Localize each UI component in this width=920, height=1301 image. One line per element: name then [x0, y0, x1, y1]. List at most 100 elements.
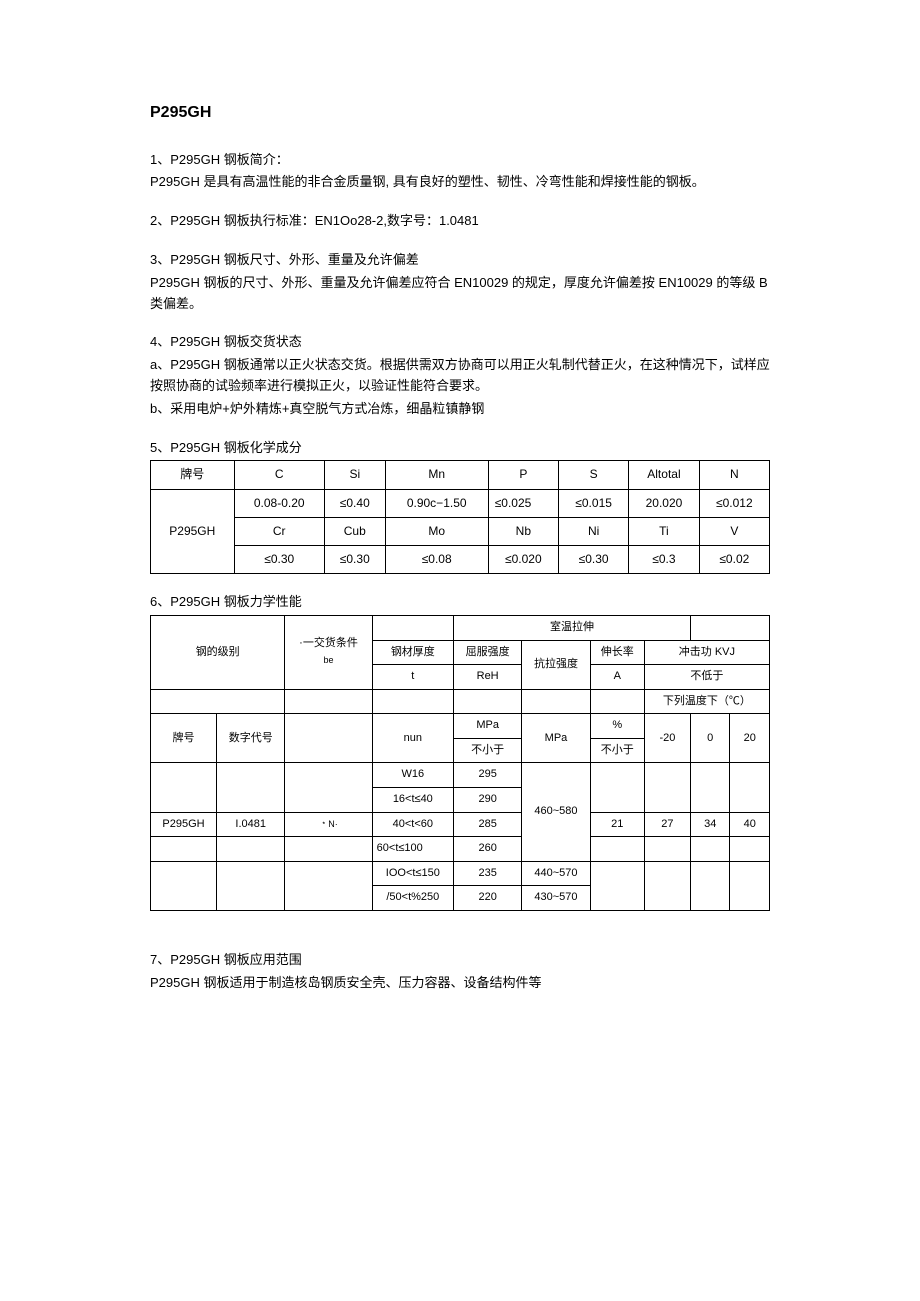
mech-reh-val: 285	[453, 812, 521, 837]
mech-cell	[644, 763, 690, 812]
section5-heading: 5、P295GH 钢板化学成分	[150, 438, 770, 459]
mech-cell	[372, 689, 453, 714]
section1-heading: 1、P295GH 钢板简介：	[150, 150, 770, 171]
mech-brand-val: P295GH	[151, 812, 217, 837]
mech-elongation: 伸长率	[590, 640, 644, 665]
mech-cell	[217, 861, 285, 910]
mech-reh-val: 235	[453, 861, 521, 886]
section-dimensions: 3、P295GH 钢板尺寸、外形、重量及允许偏差 P295GH 钢板的尺寸、外形…	[150, 250, 770, 314]
chem-header: P	[488, 461, 558, 489]
mech-nun: nun	[372, 714, 453, 763]
mech-tensile: 抗拉强度	[522, 640, 590, 689]
chem-header: Altotal	[629, 461, 699, 489]
mech-cell	[453, 689, 521, 714]
chem-header: 牌号	[151, 461, 235, 489]
mech-cell	[644, 861, 690, 910]
chem-sub-header: V	[699, 517, 769, 545]
mech-reh-val: 290	[453, 788, 521, 813]
mech-thick: /50<t%250	[372, 886, 453, 911]
chem-header: Si	[324, 461, 385, 489]
chem-cell: ≤0.30	[324, 545, 385, 573]
chem-cell: ≤0.3	[629, 545, 699, 573]
mech-thick: 16<t≤40	[372, 788, 453, 813]
chem-cell: 0.08-0.20	[234, 489, 324, 517]
mech-delivery: ·一交货条件 be	[285, 615, 372, 689]
mech-a: A	[590, 665, 644, 690]
mech-thick: IOO<t≤150	[372, 861, 453, 886]
mech-thick: 60<t≤100	[372, 837, 453, 862]
section3-heading: 3、P295GH 钢板尺寸、外形、重量及允许偏差	[150, 250, 770, 271]
section-mechanical: 6、P295GH 钢板力学性能 钢的级别 ·一交货条件 be 室温拉伸 钢材厚度…	[150, 592, 770, 911]
table-row: ≤0.30 ≤0.30 ≤0.08 ≤0.020 ≤0.30 ≤0.3 ≤0.0…	[151, 545, 770, 573]
chem-cell: ≤0.025	[488, 489, 558, 517]
mech-reh-val: 260	[453, 837, 521, 862]
table-row: Cr Cub Mo Nb Ni Ti V	[151, 517, 770, 545]
mech-numcode-val: I.0481	[217, 812, 285, 837]
mech-percent: %	[590, 714, 644, 739]
mech-cell	[691, 837, 730, 862]
section4-heading: 4、P295GH 钢板交货状态	[150, 332, 770, 353]
mech-thick: W16	[372, 763, 453, 788]
table-row: IOO<t≤150 235 440~570	[151, 861, 770, 886]
mech-cell	[522, 689, 590, 714]
mech-cell	[217, 763, 285, 812]
delivery-label: ·一交货条件	[299, 637, 358, 649]
section-intro: 1、P295GH 钢板简介： P295GH 是具有高温性能的非合金质量钢, 具有…	[150, 150, 770, 194]
table-row: 钢的级别 ·一交货条件 be 室温拉伸	[151, 615, 770, 640]
mech-reh-val: 220	[453, 886, 521, 911]
mech-notless: 不小于	[453, 738, 521, 763]
mech-numcode-label: 数字代号	[217, 714, 285, 763]
mech-mpa: MPa	[453, 714, 521, 739]
mech-steel-grade: 钢的级别	[151, 615, 285, 689]
mech-thick: 40<t<60	[372, 812, 453, 837]
chem-cell: ≤0.015	[558, 489, 628, 517]
mech-cell	[590, 763, 644, 812]
mech-temp-col: -20	[644, 714, 690, 763]
mech-elong-val: 21	[590, 812, 644, 837]
section3-text: P295GH 钢板的尺寸、外形、重量及允许偏差应符合 EN10029 的规定，厚…	[150, 273, 770, 315]
mech-cell	[151, 763, 217, 812]
mech-tensile-val: 460~580	[522, 763, 590, 861]
chem-cell: 0.90c−1.50	[385, 489, 488, 517]
table-row: 牌号 数字代号 nun MPa MPa % -20 0 20	[151, 714, 770, 739]
mech-mpa2: MPa	[522, 714, 590, 763]
mech-cell	[730, 837, 770, 862]
table-row: 牌号 C Si Mn P S Altotal N	[151, 461, 770, 489]
mech-t: t	[372, 665, 453, 690]
mech-cell	[691, 861, 730, 910]
chem-cell: ≤0.020	[488, 545, 558, 573]
delivery-sub: be	[324, 655, 334, 665]
mech-tensile-room: 室温拉伸	[453, 615, 690, 640]
chem-sub-header: Cub	[324, 517, 385, 545]
table-row: P295GH I.0481 ﹡N· 40<t<60 285 21 27 34 4…	[151, 812, 770, 837]
chem-cell: ≤0.30	[558, 545, 628, 573]
chem-header: S	[558, 461, 628, 489]
mech-delivery-val: ﹡N·	[285, 812, 372, 837]
section6-heading: 6、P295GH 钢板力学性能	[150, 592, 770, 613]
table-row: 60<t≤100 260	[151, 837, 770, 862]
mech-thickness: 钢材厚度	[372, 640, 453, 665]
mech-cell	[730, 861, 770, 910]
mech-kv: 40	[730, 812, 770, 837]
mech-cell	[285, 714, 372, 763]
section-chemical: 5、P295GH 钢板化学成分 牌号 C Si Mn P S Altotal N…	[150, 438, 770, 575]
table-row: W16 295 460~580	[151, 763, 770, 788]
mech-tensile-val: 430~570	[522, 886, 590, 911]
mech-cell	[730, 763, 770, 812]
chem-sub-header: Ti	[629, 517, 699, 545]
section7-text: P295GH 钢板适用于制造核岛钢质安全壳、压力容器、设备结构件等	[150, 973, 770, 994]
mech-cell	[285, 763, 372, 812]
chem-sub-header: Mo	[385, 517, 488, 545]
mech-impact: 冲击功 KVJ	[644, 640, 769, 665]
chem-sub-header: Ni	[558, 517, 628, 545]
table-row: 下列温度下（℃）	[151, 689, 770, 714]
mech-temp-col: 0	[691, 714, 730, 763]
mech-tensile-val: 440~570	[522, 861, 590, 886]
chem-cell: ≤0.30	[234, 545, 324, 573]
section1-text: P295GH 是具有高温性能的非合金质量钢, 具有良好的塑性、韧性、冷弯性能和焊…	[150, 172, 770, 193]
mech-reh: ReH	[453, 665, 521, 690]
chem-header: Mn	[385, 461, 488, 489]
mech-notless: 不小于	[590, 738, 644, 763]
mech-temp-col: 20	[730, 714, 770, 763]
section4-b: b、采用电炉+炉外精炼+真空脱气方式冶炼，细晶粒镇静钢	[150, 399, 770, 420]
